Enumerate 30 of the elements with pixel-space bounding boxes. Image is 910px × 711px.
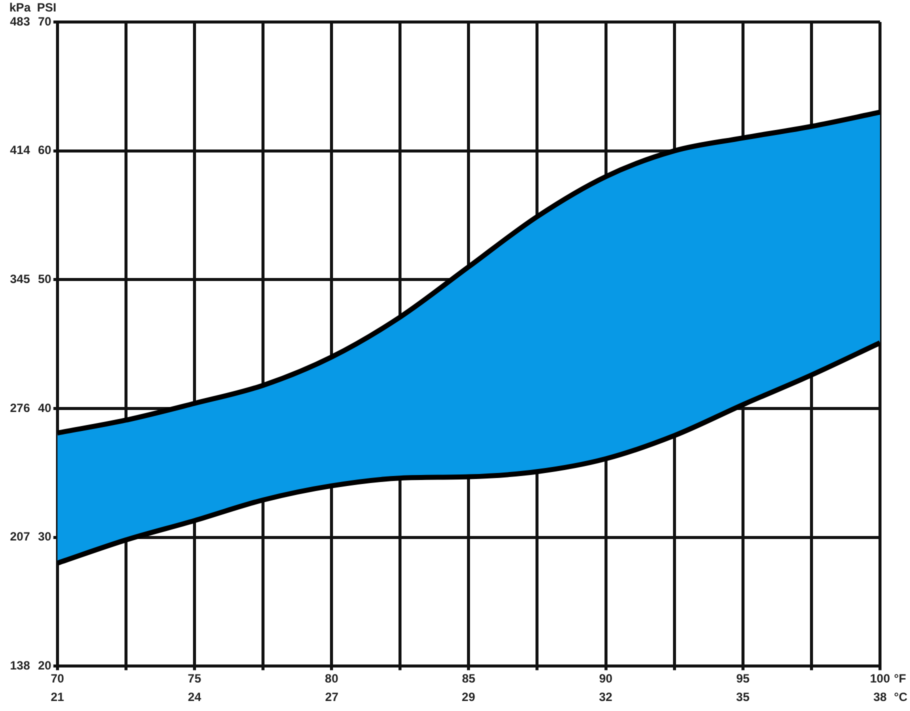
y-tick-label: 30 [38,530,52,544]
x2-tick-label: 32 [598,690,613,704]
y2-tick-label: 483 [10,14,30,28]
y2-tick-label: 207 [10,530,30,544]
x2-tick-label: 27 [325,690,339,704]
x2-tick-label: 21 [50,690,64,704]
x2-axis-title: °C [894,690,908,704]
x2-tick-label: 38 [873,690,887,704]
y2-axis-title: kPa [9,0,32,14]
y2-tick-label: 345 [10,272,30,286]
y-tick-label: 70 [38,14,52,28]
y-tick-label: 20 [38,658,52,673]
y-tick-label: 50 [38,272,52,286]
y-axis-title: PSI [37,0,56,14]
y-tick-label: 60 [38,143,52,158]
x-tick-label: 85 [462,672,476,686]
x-axis-title: °F [894,672,906,686]
y2-tick-label: 138 [10,658,30,673]
x-tick-label: 70 [50,672,64,686]
y2-tick-label: 414 [10,143,30,158]
x2-tick-label: 29 [462,690,476,704]
x2-tick-label: 35 [736,690,750,704]
x-tick-label: 75 [188,672,202,686]
x-tick-label: 90 [599,672,613,686]
y2-tick-label: 276 [10,400,30,415]
x-tick-label: 95 [736,672,750,686]
x2-tick-label: 24 [188,690,202,704]
x-tick-label: 100 [870,672,890,686]
y-tick-label: 40 [38,400,52,415]
x-tick-label: 80 [324,672,339,686]
